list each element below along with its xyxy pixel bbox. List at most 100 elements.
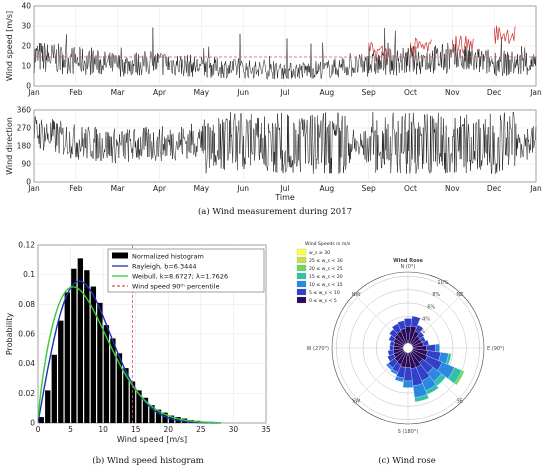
direction-label: N (0°) [401, 264, 416, 270]
x-tick-label: Oct [404, 184, 417, 193]
histogram-bar [90, 286, 97, 423]
x-tick-label: Dec [487, 184, 502, 193]
high-speed-series [451, 35, 474, 55]
x-tick-label: Jul [279, 88, 289, 97]
rose-legend-label: w_s ≥ 30 [309, 250, 330, 256]
x-tick-label: 20 [164, 425, 174, 434]
high-speed-series [493, 25, 516, 44]
rose-title: Wind Rose [393, 258, 423, 264]
x-tick-label: Mar [111, 88, 126, 97]
histogram-bar [71, 268, 77, 423]
legend-label: Wind speed 90ᵗʰ percentile [132, 282, 220, 290]
y-tick-label: 0 [30, 419, 35, 428]
x-tick-label: 5 [68, 425, 73, 434]
rose-legend-swatch [296, 280, 307, 288]
x-tick-label: May [194, 88, 210, 97]
rose-sector [414, 324, 424, 334]
rayleigh-curve [37, 280, 221, 424]
y-tick-label: 40 [21, 2, 31, 11]
wind-speed-histogram: 0 0.02 0.04 0.06 0.08 0.1 0.12 0 5 10 15 20 25 30 35 Wi… [5, 241, 271, 445]
x-tick-label: Jun [236, 88, 249, 97]
y-tick-label: 0.1 [23, 270, 35, 279]
rose-sector [389, 345, 394, 351]
x-tick-label: Sep [362, 184, 376, 193]
radial-label: 10% [437, 280, 448, 286]
histogram-bar [162, 412, 168, 423]
x-tick-label: 35 [261, 425, 271, 434]
legend-box [107, 248, 265, 293]
direction-label: W (270°) [307, 346, 330, 352]
histogram-bar [84, 270, 90, 423]
rose-legend-label: 0 ≤ w_s < 5 [309, 298, 337, 304]
legend-swatch [112, 252, 128, 259]
radial-label: 2% [417, 329, 425, 335]
x-tick-label: Jan [27, 184, 40, 193]
rose-sector [385, 363, 393, 371]
x-tick-label: Aug [320, 88, 335, 97]
histogram-bar [64, 292, 70, 423]
legend-label: Normalized histogram [132, 252, 204, 260]
high-speed-series [410, 37, 432, 57]
histogram-bar [38, 417, 44, 423]
wind-speed-plot: 0 10 20 30 40 Jan Feb Mar Apr May Jun Jul Aug Sep Oct N… [5, 2, 542, 98]
x-axis-label: Wind speed [m/s] [117, 435, 187, 444]
x-tick-label: 15 [131, 425, 141, 434]
direction-label: SE [457, 399, 463, 405]
histogram-bar [155, 409, 162, 423]
y-tick-label: 0.06 [18, 330, 35, 339]
x-tick-label: Jun [236, 184, 249, 193]
series-line [33, 27, 537, 80]
rose-legend-title: Wind Speeds in m/s [305, 241, 351, 247]
legend-label: Weibull, k=8.6727; λ=1.7626 [132, 272, 228, 280]
x-tick-label: Feb [69, 88, 83, 97]
y-tick-label: 10 [21, 62, 31, 71]
direction-label: SW [352, 399, 360, 405]
x-axis-label: Time [274, 193, 295, 202]
rose-legend-label: 15 ≤ w_s < 20 [309, 274, 343, 280]
y-tick-label: 360 [17, 106, 32, 115]
y-tick-label: 0.12 [18, 241, 35, 250]
y-tick-label: 180 [17, 142, 32, 151]
x-tick-label: Feb [69, 184, 83, 193]
x-tick-label: Apr [153, 88, 167, 97]
rose-sector [414, 394, 429, 403]
wind-direction-plot: 0 90 180 270 360 Jan Feb Mar Apr May Jun Jul Aug Sep O… [5, 106, 542, 203]
rose-legend-swatch [296, 248, 307, 256]
x-tick-label: May [194, 184, 210, 193]
histogram-bar [149, 405, 155, 423]
high-speed-series [368, 41, 390, 62]
rose-sector [435, 343, 440, 353]
histogram-bar [97, 302, 103, 423]
y-tick-label: 30 [21, 22, 31, 31]
rose-sector [394, 375, 405, 383]
rose-center [402, 342, 414, 354]
direction-label: NW [352, 292, 361, 298]
direction-label: NE [456, 292, 463, 298]
rose-sector [387, 349, 395, 356]
y-tick-label: 0 [26, 178, 31, 187]
histogram-bar [142, 397, 149, 423]
rose-legend-swatch [296, 272, 307, 280]
radial-label: 4% [422, 317, 430, 323]
x-tick-label: Dec [487, 88, 502, 97]
x-tick-label: Aug [320, 184, 335, 193]
x-tick-label: Sep [362, 88, 376, 97]
x-tick-label: Oct [404, 88, 417, 97]
x-tick-label: Nov [445, 184, 460, 193]
rose-sector [410, 315, 421, 328]
radial-label: 8% [432, 292, 440, 298]
wind-rose: N (0°) NE E (90°) SE S (180°) SW W (270°) NW 2% 4… [296, 241, 505, 435]
caption-c: (c) Wind rose [378, 455, 436, 466]
y-axis-label: Probability [5, 313, 14, 356]
rose-legend-swatch [296, 288, 307, 296]
histogram-bar [77, 258, 84, 423]
x-tick-label: 25 [196, 425, 206, 434]
rose-legend-swatch [296, 296, 307, 304]
y-tick-label: 0.08 [18, 300, 35, 309]
y-axis-label: Wind speed [m/s] [5, 11, 14, 81]
y-axis-label: Wind direction [5, 117, 14, 175]
y-tick-label: 270 [17, 124, 32, 133]
x-tick-label: Jan [529, 88, 542, 97]
caption-a: (a) Wind measurement during 2017 [198, 206, 352, 217]
